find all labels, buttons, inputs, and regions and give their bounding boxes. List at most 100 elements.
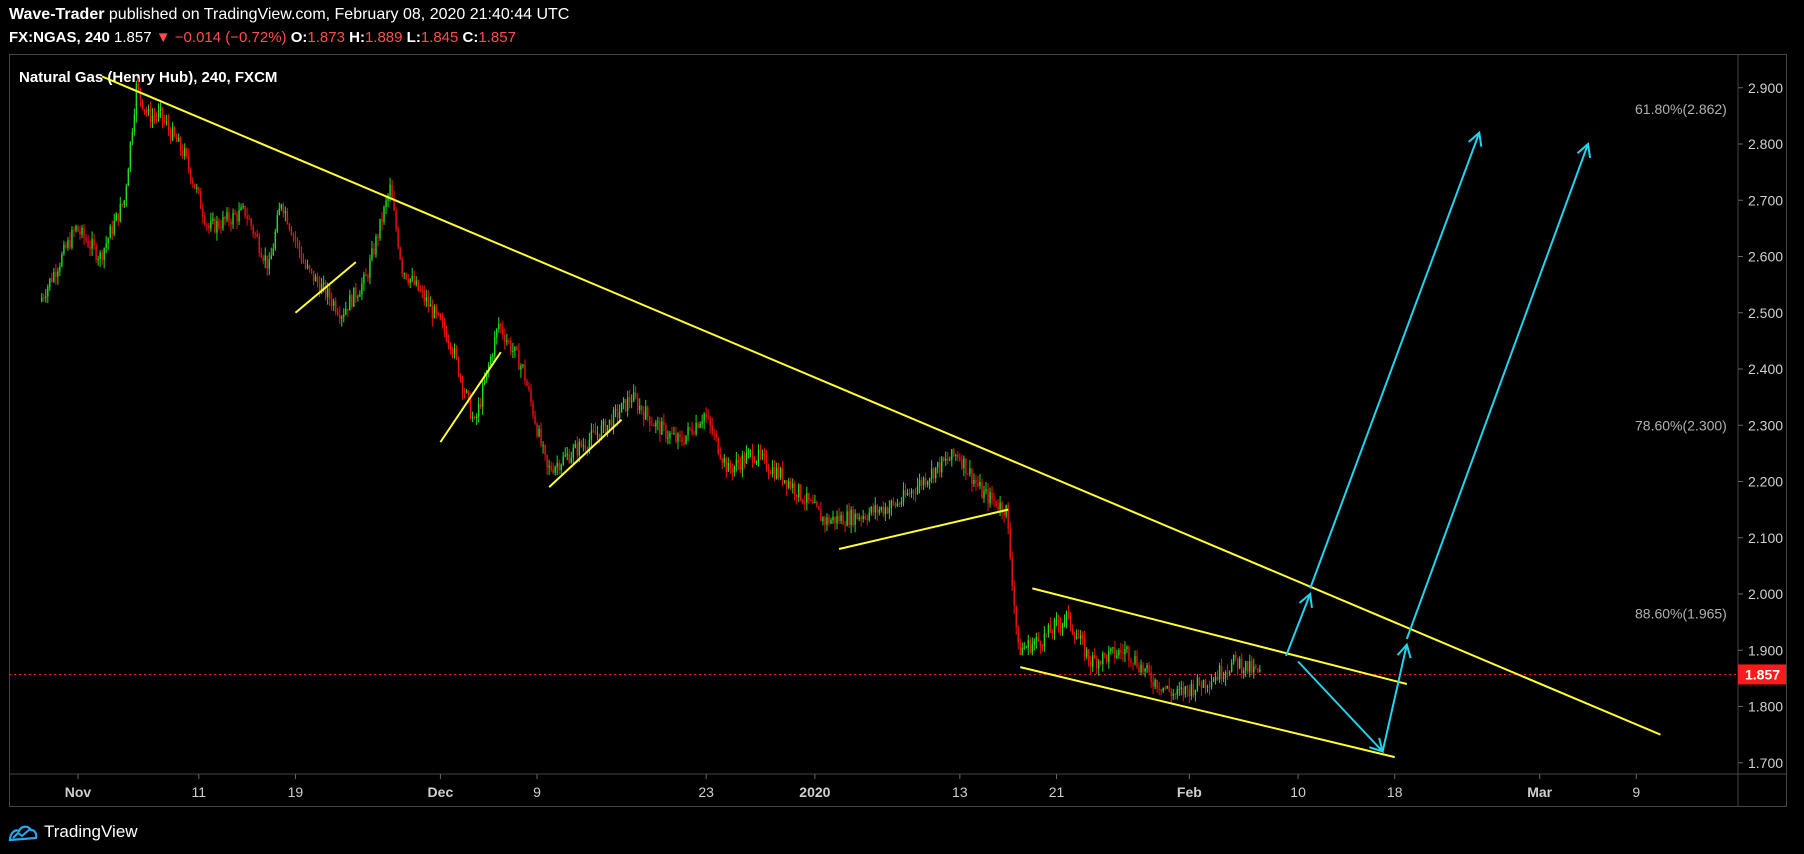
candle-up [1118, 650, 1120, 656]
candle-up [280, 204, 283, 209]
candle-up [792, 483, 794, 488]
candle-up [196, 187, 198, 189]
candle-down [810, 500, 812, 502]
candle-down [568, 454, 570, 463]
candle-down [288, 224, 291, 229]
candle-down [250, 218, 252, 227]
plot-area: 61.80%(2.862) 78.60%(2.300) 88.60%(1.965) [9, 75, 1738, 759]
candle-down [1019, 642, 1021, 656]
trendline[interactable] [548, 418, 623, 488]
candle-down [451, 349, 454, 355]
close-value: 1.857 [478, 29, 516, 46]
candle-up [326, 288, 329, 298]
candle-up [936, 462, 939, 468]
tradingview-logo[interactable]: TradingView [8, 821, 138, 843]
candle-down [316, 276, 319, 283]
candle-up [47, 286, 49, 297]
candle-down [838, 515, 840, 522]
candle-down [643, 411, 645, 420]
x-tick-label: 9 [1632, 784, 1640, 800]
projection-arrow[interactable] [1297, 660, 1384, 753]
candle-up [238, 210, 240, 222]
candle-down [598, 433, 601, 439]
candle-down [308, 265, 311, 269]
candle-down [1136, 656, 1138, 667]
author-name[interactable]: Wave-Trader [9, 6, 105, 23]
candle-up [1146, 665, 1148, 669]
candle-up [955, 454, 957, 456]
trendline[interactable] [439, 351, 502, 443]
candle-down [508, 340, 510, 342]
candle-down [190, 168, 192, 181]
low-label: L: [406, 29, 421, 46]
candle-down [1198, 677, 1201, 685]
projection-arrow[interactable] [1285, 593, 1312, 657]
candle-up [1110, 648, 1112, 651]
candle-up [71, 230, 73, 248]
candle-down [318, 282, 321, 294]
candle-down [355, 287, 357, 298]
candle-down [51, 278, 53, 282]
candle-down [610, 419, 613, 429]
candle-up [105, 243, 107, 249]
candle-up [226, 212, 228, 220]
candle-down [584, 445, 587, 449]
x-tick-label: 23 [698, 784, 714, 800]
candle-up [941, 457, 943, 473]
price-chart[interactable]: Natural Gas (Henry Hub), 240, FXCM 61.80… [0, 0, 1804, 812]
candle-down [558, 462, 560, 471]
time-axis[interactable]: Nov 11 19 Dec 9 23 2020 13 21 Feb 10 18 Mar 9 [65, 774, 1641, 800]
candle-up [1085, 649, 1088, 657]
candle-down [173, 127, 176, 136]
candle-down [785, 480, 788, 488]
candle-down [395, 210, 397, 229]
trendline[interactable] [294, 261, 357, 314]
y-tick-label: 1.900 [1748, 642, 1783, 658]
trendline[interactable] [1020, 666, 1395, 759]
projection-arrow[interactable] [1309, 132, 1481, 589]
candle-down [820, 509, 822, 522]
candle-up [910, 490, 913, 494]
candle-down [167, 121, 170, 130]
candle-down [101, 252, 103, 261]
candle-down [1037, 636, 1040, 642]
candle-down [427, 297, 430, 307]
low-value: 1.845 [420, 29, 459, 46]
projection-arrow[interactable] [1381, 644, 1408, 752]
candle-down [1094, 655, 1096, 659]
candle-down [526, 380, 528, 387]
candle-up [486, 370, 488, 381]
candle-up [822, 517, 824, 522]
candle-down [286, 210, 289, 225]
x-tick-label: Dec [428, 784, 454, 800]
candle-down [381, 218, 383, 223]
candle-up [379, 218, 381, 239]
candle-up [127, 168, 130, 187]
candle-down [1073, 633, 1076, 639]
projection-arrow[interactable] [1405, 143, 1589, 640]
candle-down [828, 517, 830, 524]
candle-down [1051, 632, 1054, 634]
candle-up [409, 278, 411, 284]
x-tick-label: 9 [533, 784, 541, 800]
candle-up [949, 459, 951, 461]
candle-up [490, 356, 492, 365]
candle-down [876, 505, 878, 513]
trendline[interactable] [838, 508, 1009, 550]
candle-up [1180, 687, 1183, 689]
candle-up [212, 218, 214, 221]
candle-down [997, 506, 999, 510]
trendline[interactable] [101, 75, 1661, 736]
price-axis[interactable]: 2.900 2.800 2.700 2.600 2.500 2.400 2.300 2.200… [1738, 80, 1786, 771]
last-price: 1.857 [114, 29, 152, 46]
candle-up [902, 490, 905, 503]
candle-down [413, 276, 415, 285]
candle-down [405, 273, 407, 279]
trendline[interactable] [1032, 587, 1408, 685]
candle-down [641, 405, 643, 412]
candle-down [592, 430, 595, 432]
candle-up [661, 421, 663, 435]
candle-down [246, 215, 248, 219]
candle-up [363, 274, 365, 284]
candle-up [332, 301, 335, 306]
